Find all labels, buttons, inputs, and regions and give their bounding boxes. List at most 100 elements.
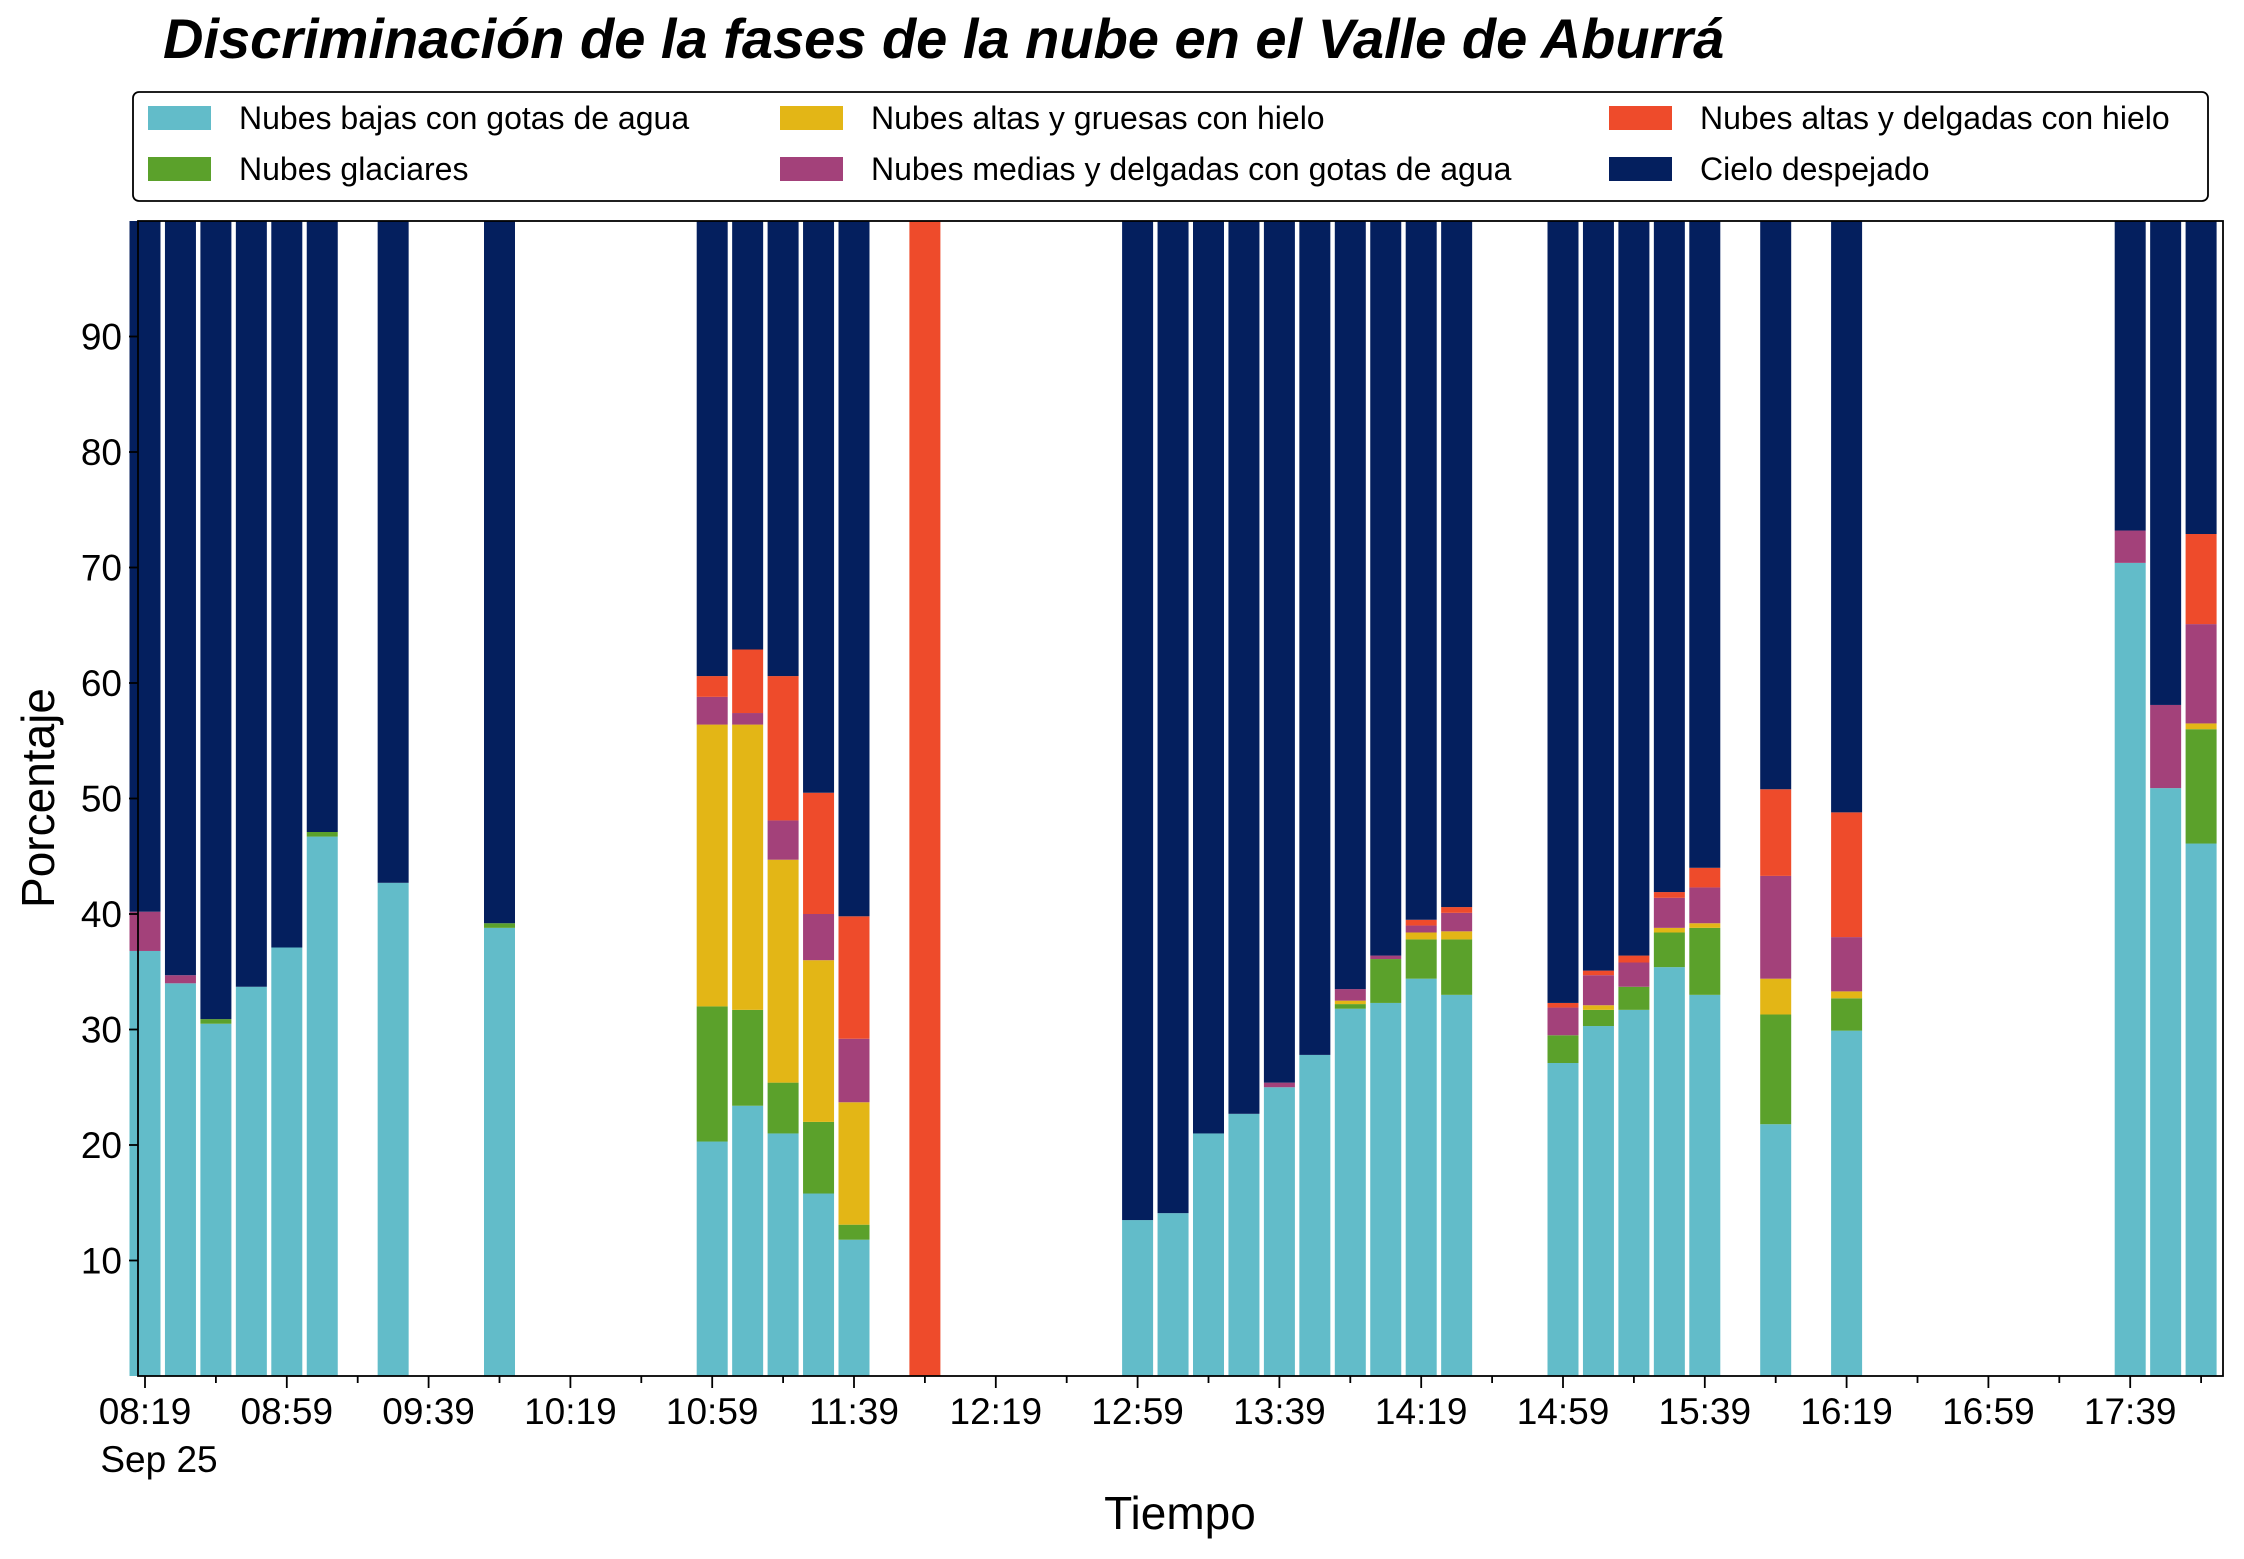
bar-segment: [1441, 939, 1473, 995]
bar-segment: [1618, 962, 1650, 987]
bar-stack: [1370, 221, 1402, 1376]
bar-segment: [1689, 887, 1721, 924]
legend-frame: [132, 91, 2209, 202]
legend-label: Nubes glaciares: [239, 151, 468, 187]
bar-stack: [767, 221, 799, 1376]
bar-stack: [838, 221, 870, 1376]
bar-segment: [1370, 1002, 1402, 1376]
bar-segment: [2185, 729, 2217, 844]
bar-segment: [2185, 534, 2217, 625]
bar-segment: [838, 1224, 870, 1240]
bar-segment: [1228, 221, 1260, 1114]
y-tick-label: 40: [81, 894, 122, 935]
bar-segment: [696, 1141, 728, 1376]
legend-label: Nubes altas y delgadas con hielo: [1700, 100, 2170, 136]
bar-segment: [1760, 789, 1792, 876]
bar-segment: [377, 221, 409, 883]
bar-segment: [2185, 843, 2217, 1376]
bar-segment: [2185, 624, 2217, 724]
legend-item: Nubes altas y delgadas con hielo: [1609, 100, 2170, 136]
legend-item: Nubes glaciares: [148, 151, 468, 187]
bar-segment: [1618, 955, 1650, 963]
y-tick-label: 10: [81, 1241, 122, 1282]
bar-segment: [2150, 704, 2182, 789]
bar-segment: [306, 836, 338, 1376]
bar-segment: [2114, 562, 2146, 1376]
bar-segment: [1831, 937, 1863, 992]
bar-segment: [2150, 221, 2182, 705]
bar-segment: [767, 1082, 799, 1134]
x-tick-label: 10:59: [666, 1391, 759, 1432]
bar-segment: [484, 923, 515, 928]
bar-segment: [1405, 925, 1437, 933]
bar-stack: [1831, 221, 1863, 1376]
bar-segment: [1831, 1030, 1863, 1376]
bar-segment: [1689, 927, 1721, 995]
bar-segment: [164, 983, 196, 1376]
bar-segment: [1370, 959, 1402, 1003]
y-tick-label: 70: [81, 548, 122, 589]
bar-segment: [1334, 221, 1366, 990]
bar-segment: [838, 1102, 870, 1225]
bar-segment: [306, 221, 338, 832]
bar-stack: [909, 221, 941, 1376]
bar-segment: [732, 1105, 764, 1376]
bar-segment: [732, 221, 764, 650]
x-tick-label: 08:19: [99, 1391, 192, 1432]
bar-stack: [1653, 221, 1685, 1376]
bar-segment: [696, 676, 728, 697]
legend-swatch: [148, 157, 211, 181]
bar-segment: [732, 724, 764, 1010]
bar-segment: [1618, 1009, 1650, 1376]
bar-segment: [1831, 812, 1863, 938]
bar-segment: [767, 676, 799, 821]
x-tick-sublabel: Sep 25: [100, 1439, 217, 1480]
bar-stack: [484, 221, 515, 1376]
x-tick-label: 13:39: [1233, 1391, 1326, 1432]
x-tick-label: 08:59: [241, 1391, 334, 1432]
bar-segment: [1653, 897, 1685, 928]
bar-segment: [803, 792, 835, 914]
bar-segment: [1582, 1009, 1614, 1027]
bar-segment: [696, 724, 728, 1007]
bar-segment: [1547, 221, 1579, 1003]
bar-stack: [1618, 221, 1650, 1376]
bar-segment: [1582, 1026, 1614, 1376]
bar-segment: [1653, 967, 1685, 1376]
bar-segment: [838, 1038, 870, 1103]
bar-segment: [1653, 927, 1685, 933]
bar-stack: [696, 221, 728, 1376]
bar-segment: [1618, 221, 1650, 956]
legend-label: Nubes bajas con gotas de agua: [239, 100, 689, 136]
bar-stack: [164, 221, 196, 1376]
y-tick-label: 50: [81, 779, 122, 820]
bar-stack: [235, 221, 267, 1376]
bar-segment: [1831, 221, 1863, 813]
x-tick-label: 14:19: [1375, 1391, 1468, 1432]
bar-segment: [1760, 1124, 1792, 1376]
bar-segment: [1193, 1133, 1224, 1376]
bar-segment: [129, 911, 161, 951]
bar-stack: [1760, 221, 1792, 1376]
bar-segment: [1334, 989, 1366, 1001]
bar-stack: [1122, 221, 1154, 1376]
bar-segment: [767, 221, 799, 677]
bar-stack: [306, 221, 338, 1376]
bar-stack: [1334, 221, 1366, 1376]
bar-segment: [1228, 1113, 1260, 1376]
plot-area: 10 20 30 40 50 60 70 80 90 08:19 08:59 09:39 10:19 1…: [81, 220, 2224, 1480]
bar-stack: [2150, 221, 2182, 1376]
bar-segment: [1405, 919, 1437, 926]
bar-segment: [1441, 994, 1473, 1376]
bar-segment: [1760, 1014, 1792, 1125]
y-axis: 10 20 30 40 50 60 70 80 90: [81, 317, 138, 1282]
bar-segment: [1299, 1054, 1331, 1376]
legend-item: Nubes bajas con gotas de agua: [148, 100, 689, 136]
legend-label: Nubes medias y delgadas con gotas de agu…: [871, 151, 1512, 187]
bar-segment: [1405, 932, 1437, 940]
bar-segment: [732, 713, 764, 725]
x-tick-label: 14:59: [1517, 1391, 1610, 1432]
bar-segment: [1263, 1087, 1295, 1376]
legend-label: Nubes altas y gruesas con hielo: [871, 100, 1325, 136]
